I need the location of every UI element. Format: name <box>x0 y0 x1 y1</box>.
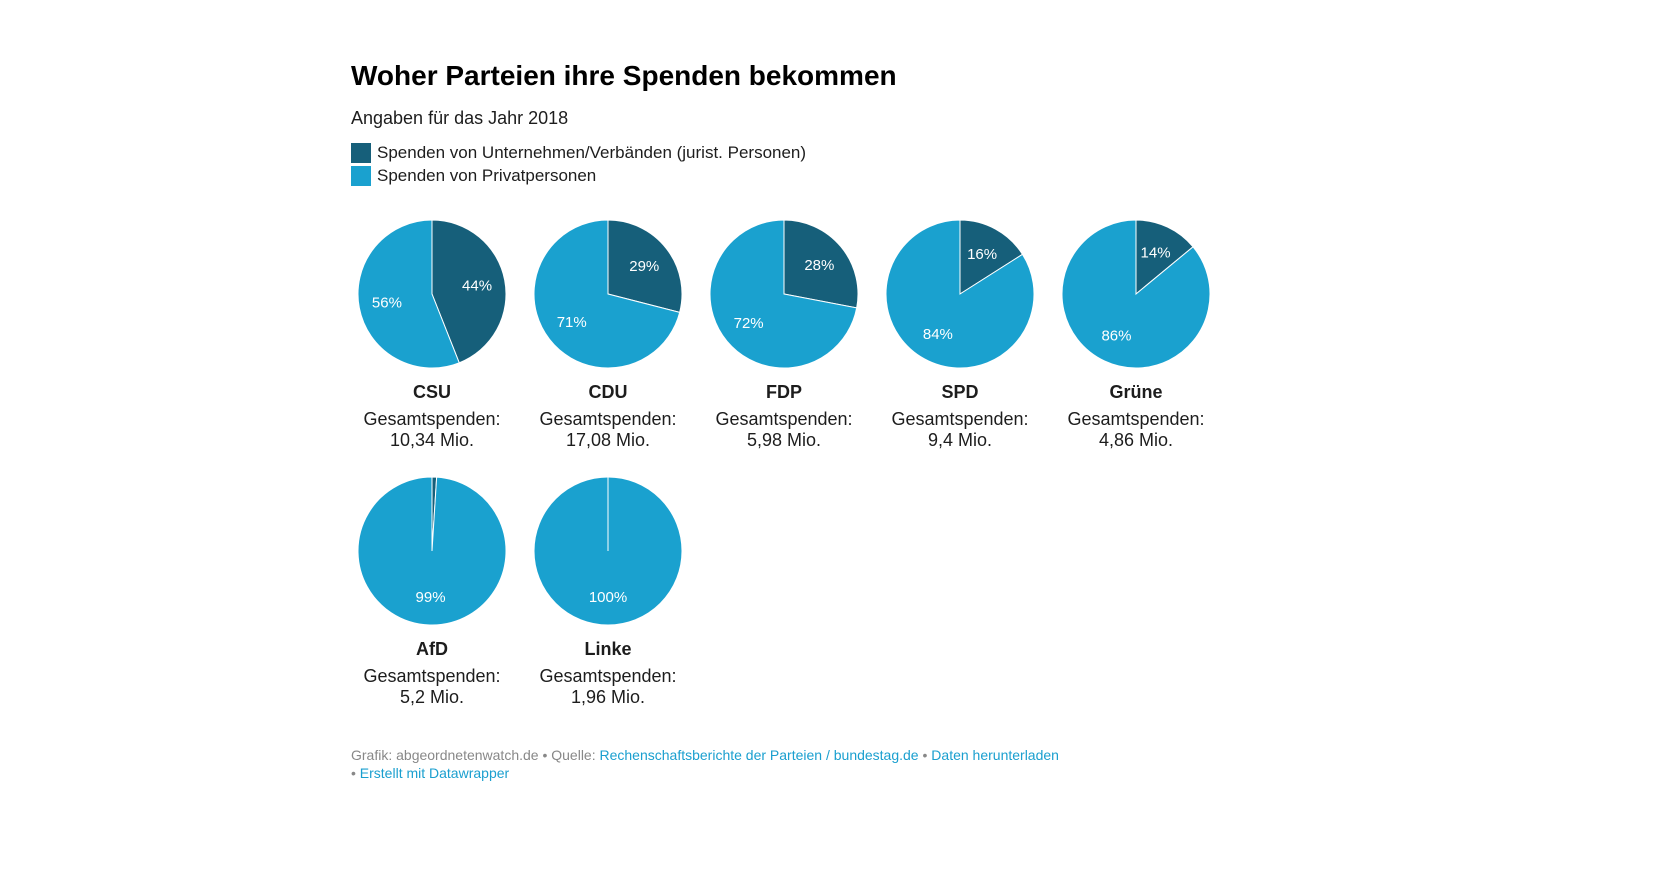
pie-cell-cdu: 29% 71% CDU Gesamtspenden: 17,08 Mio. <box>520 218 696 451</box>
pie-slice-corporate <box>783 219 859 309</box>
pie-chart: 28% 72% <box>709 219 859 369</box>
total-label: Gesamtspenden: <box>1067 409 1205 429</box>
pie-slice-private <box>709 219 858 369</box>
pie-slice-private <box>357 476 507 626</box>
legend-swatch <box>351 143 371 163</box>
pie-slice-corporate <box>607 219 683 314</box>
pie-cell-fdp: 28% 72% FDP Gesamtspenden: 5,98 Mio. <box>696 218 872 451</box>
party-total: Gesamtspenden: 1,96 Mio. <box>520 666 696 708</box>
total-value: 4,86 Mio. <box>1098 430 1174 450</box>
pie-cell-afd: 99% AfD Gesamtspenden: 5,2 Mio. <box>344 475 520 708</box>
total-label: Gesamtspenden: <box>715 409 853 429</box>
total-label: Gesamtspenden: <box>363 409 501 429</box>
party-total: Gesamtspenden: 5,2 Mio. <box>344 666 520 708</box>
separator: • <box>351 765 360 781</box>
data-label: 71% <box>557 314 587 331</box>
party-name: Grüne <box>1109 382 1163 402</box>
party-name: CSU <box>412 382 451 402</box>
total-label: Gesamtspenden: <box>539 409 677 429</box>
pie-cell-grüne: 14% 86% Grüne Gesamtspenden: 4,86 Mio. <box>1048 218 1224 451</box>
footer: Grafik: abgeordnetenwatch.de • Quelle: R… <box>351 746 1111 782</box>
pie-slice-private <box>357 219 460 369</box>
pie-cell-linke: 100% Linke Gesamtspenden: 1,96 Mio. <box>520 475 696 708</box>
pie-chart: 99% <box>357 476 507 626</box>
total-label: Gesamtspenden: <box>891 409 1029 429</box>
total-value: 5,2 Mio. <box>399 687 465 707</box>
data-label: 16% <box>967 246 997 263</box>
data-label: 99% <box>416 589 446 606</box>
pie-cell-spd: 16% 84% SPD Gesamtspenden: 9,4 Mio. <box>872 218 1048 451</box>
legend-label: Spenden von Privatpersonen <box>377 166 597 185</box>
total-label: Gesamtspenden: <box>539 666 677 686</box>
party-total: Gesamtspenden: 10,34 Mio. <box>344 409 520 451</box>
pie-chart: 100% <box>533 476 683 626</box>
legend-swatch <box>351 166 371 186</box>
legend-label: Spenden von Unternehmen/Verbänden (juris… <box>377 143 807 162</box>
party-name: FDP <box>766 382 802 402</box>
legend-item-corporate: Spenden von Unternehmen/Verbänden (juris… <box>351 143 806 163</box>
total-value: 10,34 Mio. <box>389 430 475 450</box>
download-link[interactable]: Daten herunterladen <box>931 747 1059 763</box>
separator: • <box>918 747 932 763</box>
pie-slice-private <box>885 219 1035 369</box>
party-total: Gesamtspenden: 17,08 Mio. <box>520 409 696 451</box>
data-label: 100% <box>589 589 627 606</box>
datawrapper-link[interactable]: Erstellt mit Datawrapper <box>359 765 510 781</box>
total-value: 5,98 Mio. <box>746 430 822 450</box>
party-name: SPD <box>941 382 979 402</box>
chart-title: Woher Parteien ihre Spenden bekommen <box>351 60 897 91</box>
data-label: 14% <box>1141 244 1171 261</box>
legend-item-private: Spenden von Privatpersonen <box>351 166 596 186</box>
pie-chart: 44% 56% <box>357 219 507 369</box>
data-label: 29% <box>629 258 659 275</box>
pie-slice-corporate <box>1135 219 1194 296</box>
data-label: 44% <box>462 277 492 294</box>
chart-subtitle: Angaben für das Jahr 2018 <box>351 108 569 128</box>
data-label: 86% <box>1101 328 1131 345</box>
pie-chart: 16% 84% <box>885 219 1035 369</box>
data-label: 28% <box>804 257 834 274</box>
party-total: Gesamtspenden: 5,98 Mio. <box>696 409 872 451</box>
total-value: 9,4 Mio. <box>927 430 993 450</box>
party-name: Linke <box>584 639 632 659</box>
total-value: 17,08 Mio. <box>565 430 651 450</box>
total-value: 1,96 Mio. <box>570 687 646 707</box>
data-label: 72% <box>734 315 764 332</box>
pie-slice-private <box>1061 219 1211 369</box>
pie-cell-csu: 44% 56% CSU Gesamtspenden: 10,34 Mio. <box>344 218 520 451</box>
pie-chart: 14% 86% <box>1061 219 1211 369</box>
data-label: 84% <box>923 326 953 343</box>
data-label: 56% <box>372 295 402 312</box>
party-name: CDU <box>588 382 628 402</box>
pie-slice-corporate <box>431 219 507 364</box>
source-link[interactable]: Rechenschaftsberichte der Parteien / bun… <box>599 747 919 763</box>
pie-slice-private <box>533 219 681 369</box>
party-name: AfD <box>416 639 448 659</box>
party-total: Gesamtspenden: 9,4 Mio. <box>872 409 1048 451</box>
footer-credit: Grafik: abgeordnetenwatch.de • Quelle: <box>351 747 600 763</box>
pie-chart: 29% 71% <box>533 219 683 369</box>
party-total: Gesamtspenden: 4,86 Mio. <box>1048 409 1224 451</box>
pie-slice-corporate <box>959 219 1024 295</box>
total-label: Gesamtspenden: <box>363 666 501 686</box>
